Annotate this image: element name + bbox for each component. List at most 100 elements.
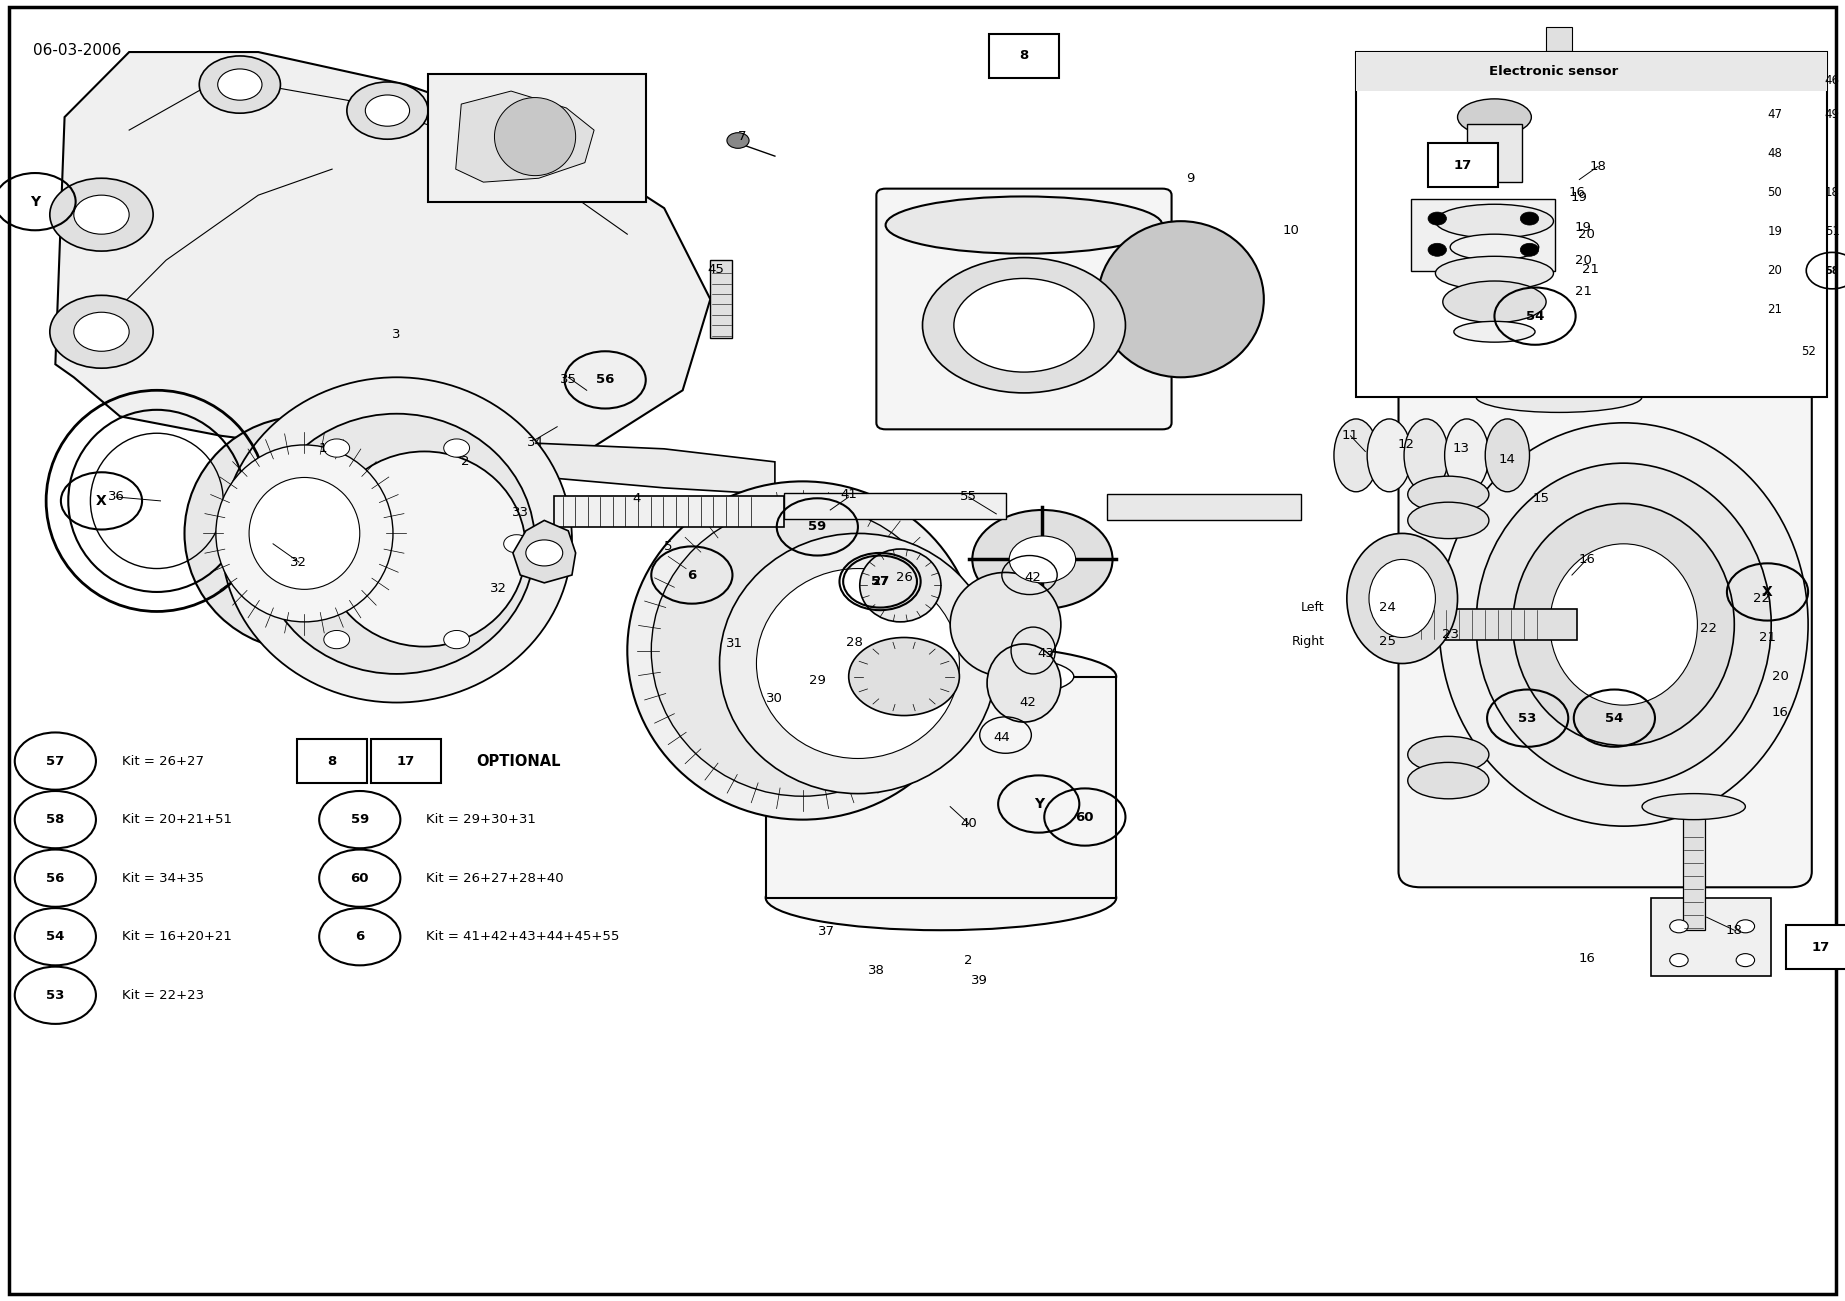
Text: 32: 32 [489,582,507,595]
FancyBboxPatch shape [876,189,1172,429]
Text: 60: 60 [1076,811,1094,824]
Text: Left: Left [1301,601,1325,614]
Text: 47: 47 [1768,108,1782,121]
Ellipse shape [199,56,280,113]
Ellipse shape [1454,321,1535,342]
Ellipse shape [443,438,469,457]
Text: 54: 54 [1526,310,1544,323]
Text: 5: 5 [664,540,672,553]
Text: 50: 50 [1768,186,1782,199]
Text: 42: 42 [1024,571,1042,584]
Text: 6: 6 [354,930,365,943]
Ellipse shape [1458,99,1531,135]
Text: 32: 32 [290,556,308,569]
Text: 43: 43 [1037,647,1055,660]
Text: 20: 20 [1574,254,1592,267]
Text: 8: 8 [1018,49,1030,62]
Text: Kit = 26+27: Kit = 26+27 [122,755,203,768]
Text: 55: 55 [959,490,978,503]
Ellipse shape [987,644,1061,722]
Text: 58: 58 [1825,265,1839,276]
Ellipse shape [1369,559,1435,637]
Ellipse shape [1347,533,1458,664]
Text: 53: 53 [46,989,65,1002]
Text: Electronic sensor: Electronic sensor [1489,65,1618,78]
Ellipse shape [50,295,153,368]
Polygon shape [517,442,775,494]
FancyBboxPatch shape [1651,898,1771,976]
Polygon shape [513,520,576,583]
Text: 60: 60 [351,872,369,885]
Text: 45: 45 [707,263,725,276]
Ellipse shape [1435,256,1553,290]
Ellipse shape [264,535,290,553]
Text: 3: 3 [393,328,400,341]
Ellipse shape [972,510,1113,609]
Ellipse shape [1408,736,1489,773]
Text: 46: 46 [1825,74,1839,87]
Text: 17: 17 [397,755,415,768]
Text: 54: 54 [1605,712,1624,725]
Text: Kit = 26+27+28+40: Kit = 26+27+28+40 [426,872,565,885]
Text: 21: 21 [1574,285,1592,298]
Ellipse shape [1367,419,1411,492]
Text: 2: 2 [461,455,469,468]
Text: 29: 29 [808,674,827,687]
Text: 2: 2 [965,954,972,967]
FancyBboxPatch shape [784,493,1006,519]
Ellipse shape [860,549,941,622]
Text: 37: 37 [817,925,836,938]
Text: Kit = 29+30+31: Kit = 29+30+31 [426,813,537,826]
Ellipse shape [808,650,1074,703]
Text: 58: 58 [46,813,65,826]
Text: 25: 25 [1378,635,1397,648]
FancyBboxPatch shape [1411,199,1555,271]
Text: 35: 35 [559,373,577,386]
FancyBboxPatch shape [1428,143,1498,187]
FancyBboxPatch shape [9,7,1836,1294]
Text: X: X [1762,585,1773,598]
Text: Kit = 20+21+51: Kit = 20+21+51 [122,813,232,826]
Ellipse shape [922,258,1125,393]
Text: 56: 56 [46,872,65,885]
Text: Kit = 41+42+43+44+45+55: Kit = 41+42+43+44+45+55 [426,930,620,943]
Ellipse shape [849,637,959,716]
Text: 19: 19 [1574,221,1592,234]
Text: 41: 41 [839,488,858,501]
Ellipse shape [1485,419,1530,492]
FancyBboxPatch shape [554,496,784,527]
Ellipse shape [1408,502,1489,539]
FancyBboxPatch shape [1356,52,1827,397]
Text: 27: 27 [873,575,887,588]
Ellipse shape [494,98,576,176]
Text: 22: 22 [1753,592,1771,605]
Text: 13: 13 [1452,442,1470,455]
Text: 17: 17 [1812,941,1830,954]
Ellipse shape [221,377,572,703]
Text: 11: 11 [1341,429,1360,442]
Text: 20: 20 [1771,670,1790,683]
Ellipse shape [1670,954,1688,967]
FancyBboxPatch shape [1546,113,1572,137]
Ellipse shape [216,445,393,622]
Ellipse shape [1408,476,1489,513]
FancyBboxPatch shape [1356,52,1827,91]
FancyBboxPatch shape [1467,124,1522,182]
Text: 44: 44 [993,731,1011,744]
Text: OPTIONAL: OPTIONAL [476,753,561,769]
Text: 4: 4 [633,492,640,505]
FancyBboxPatch shape [371,739,441,783]
Ellipse shape [651,505,954,796]
Ellipse shape [1334,419,1378,492]
Text: 18: 18 [1725,924,1744,937]
Ellipse shape [1476,463,1771,786]
Text: 19: 19 [1768,225,1782,238]
Text: 39: 39 [970,974,989,987]
Text: Kit = 34+35: Kit = 34+35 [122,872,203,885]
Ellipse shape [1736,954,1755,967]
Text: 30: 30 [766,692,784,705]
Text: 6: 6 [686,569,697,582]
Ellipse shape [1520,243,1539,256]
Ellipse shape [1476,381,1642,412]
Ellipse shape [1009,536,1076,583]
